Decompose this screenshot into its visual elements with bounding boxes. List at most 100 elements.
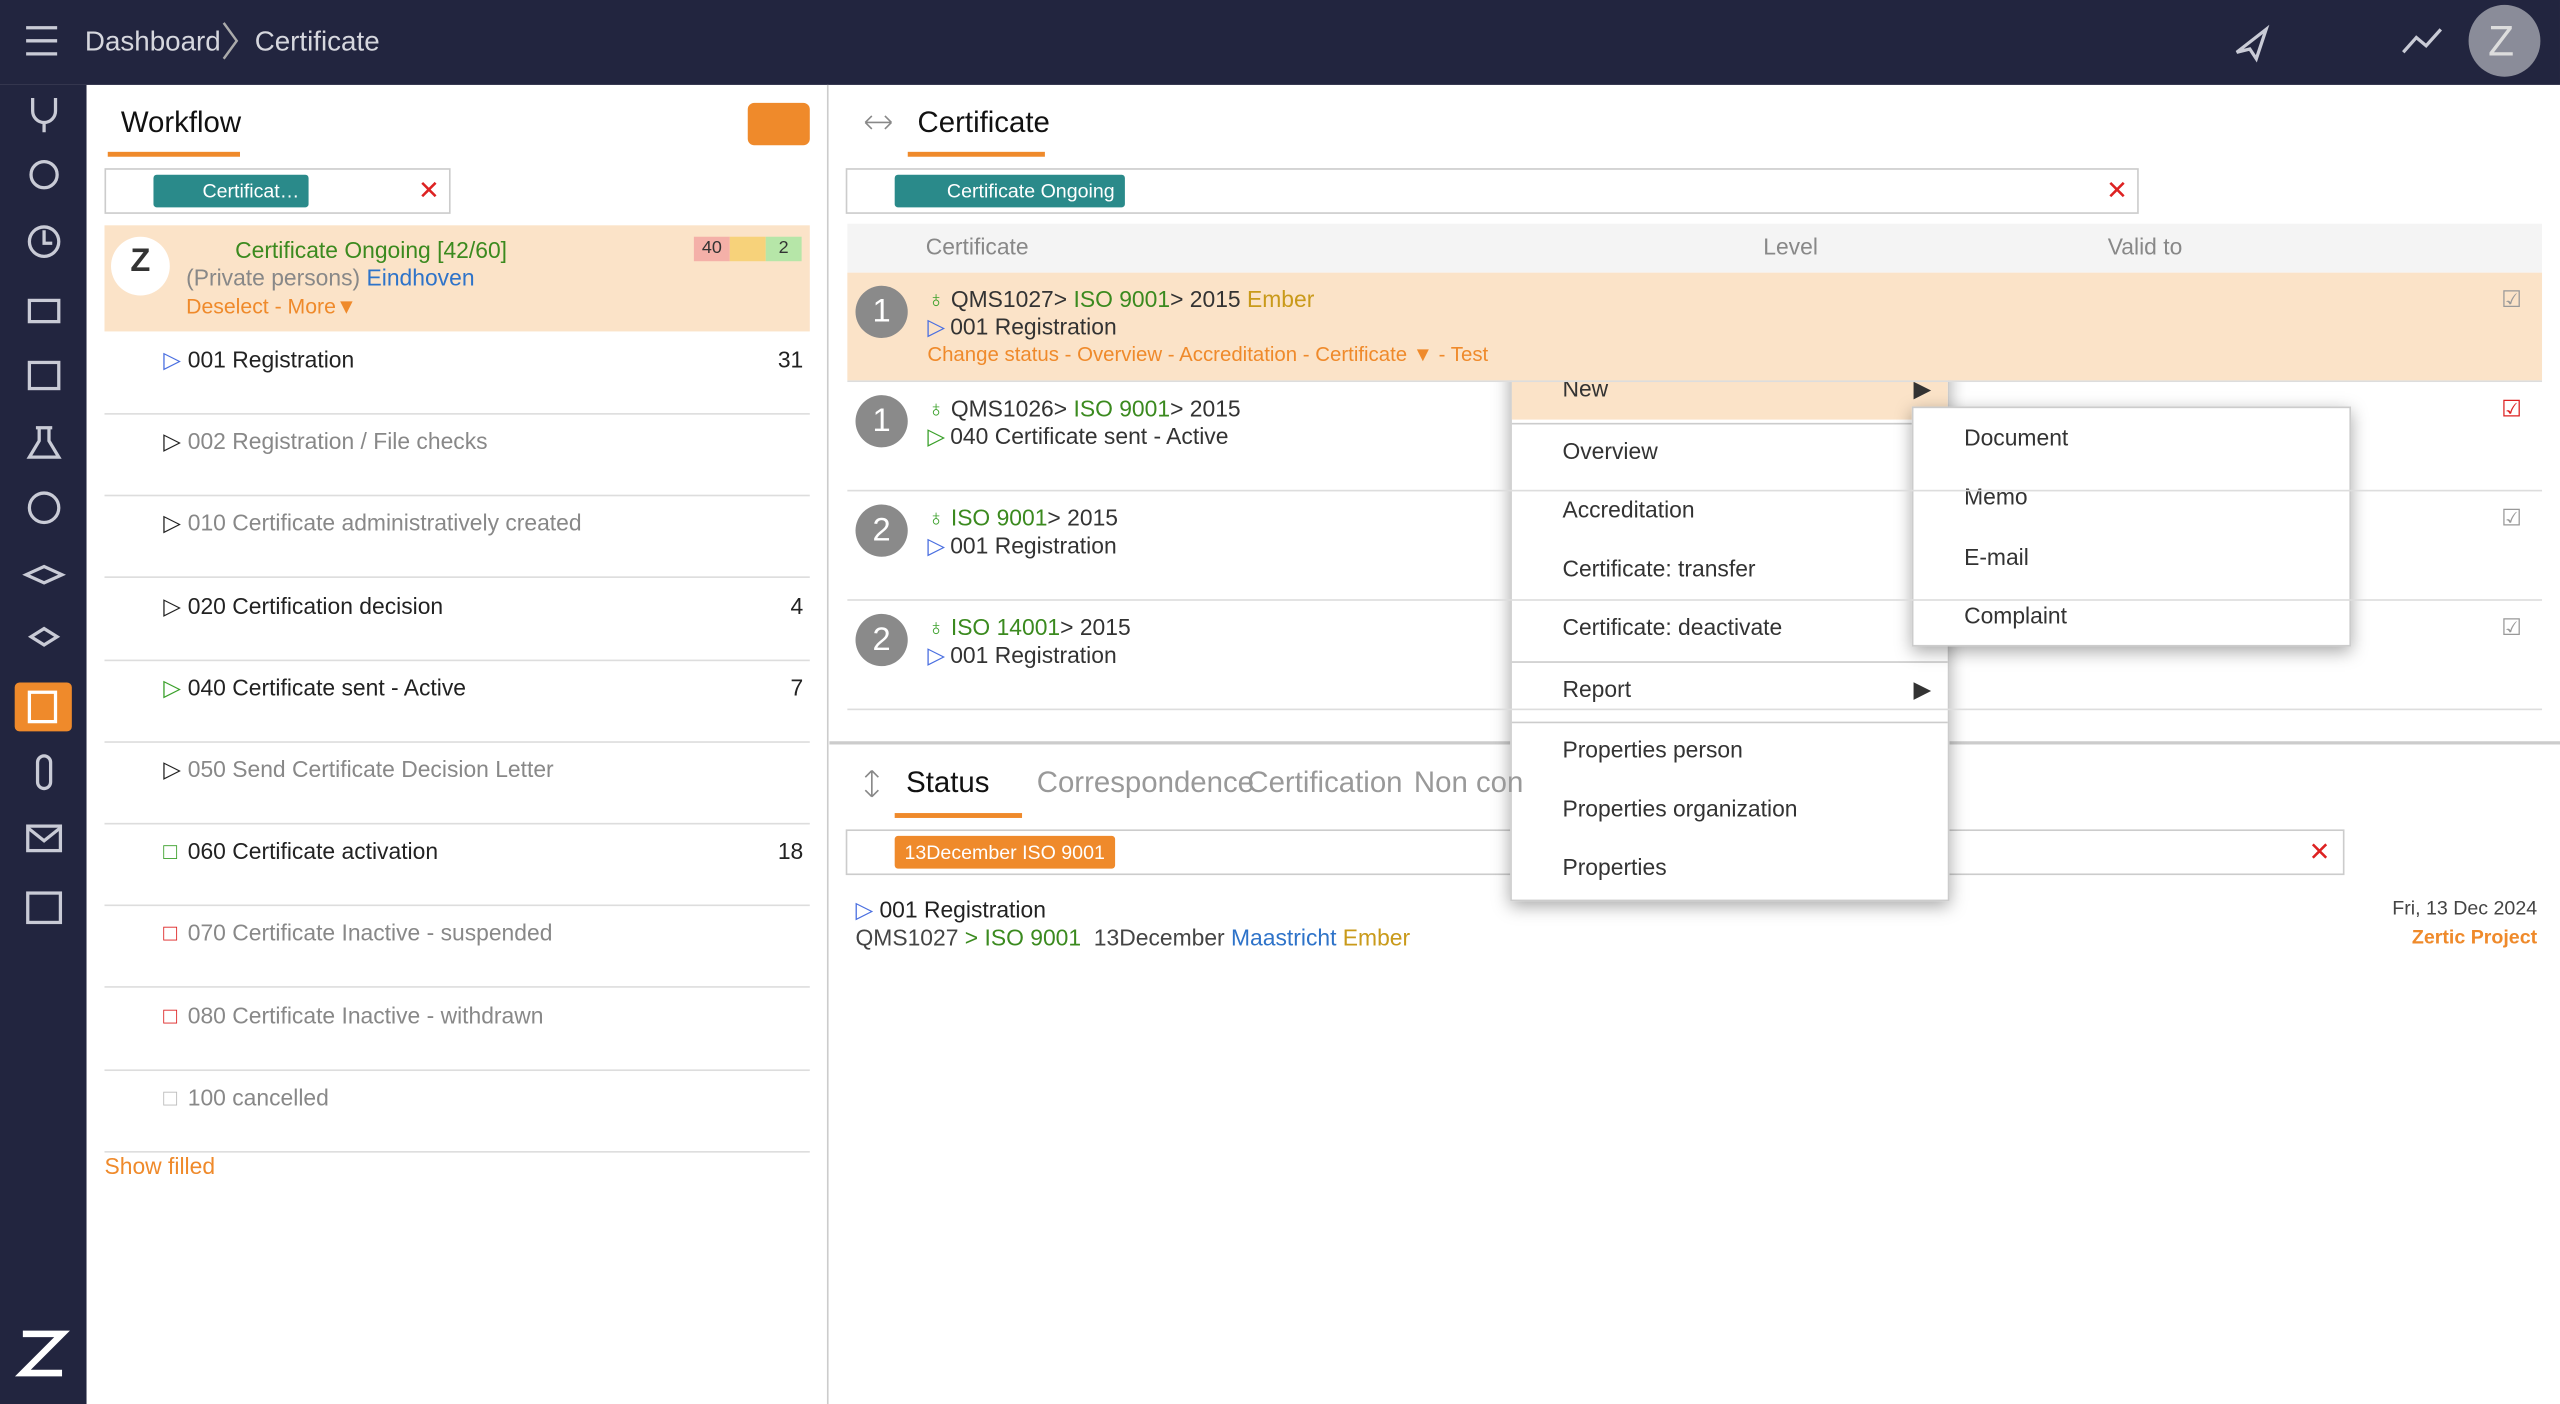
separator xyxy=(104,1150,810,1153)
avatar-letter: Z xyxy=(2488,16,2515,66)
clear-filter[interactable]: ✕ xyxy=(2106,177,2129,206)
row-title[interactable]: ♁ ISO 9001> 2015 xyxy=(927,504,1119,531)
tab-underline xyxy=(907,151,1045,157)
org-name[interactable]: Certificate Ongoing [42/60] xyxy=(235,237,507,263)
row-title[interactable]: ♁ ISO 14001> 2015 xyxy=(927,613,1131,640)
row-step: 001 Registration xyxy=(950,313,1117,340)
step-count: 4 xyxy=(790,591,804,619)
menu-item[interactable]: Certificate: deactivate xyxy=(1562,613,1783,640)
separator xyxy=(104,658,810,661)
breadcrumb[interactable]: Certificate xyxy=(254,26,380,58)
submenu-item[interactable]: Memo xyxy=(1964,483,2028,510)
step-label[interactable]: 050 Send Certificate Decision Letter xyxy=(187,755,554,783)
separator xyxy=(104,413,810,415)
tab[interactable]: Non con xyxy=(1413,765,1524,799)
row-highlight xyxy=(847,272,2543,381)
menu-divider xyxy=(1511,661,1948,663)
filter-chip[interactable]: Certificate Ongoing xyxy=(894,174,1125,208)
row-step: 001 Registration xyxy=(950,532,1117,559)
row-check: ☑ xyxy=(2501,613,2522,640)
filter-chip[interactable]: Certificat… xyxy=(153,174,310,208)
org-logo: Z xyxy=(111,236,170,296)
submenu-arrow: ▶ xyxy=(1913,675,1932,703)
active-nav[interactable] xyxy=(14,682,72,732)
entry-date: Fri, 13 Dec 2024 xyxy=(2392,896,2538,920)
step-label[interactable]: 040 Certificate sent - Active xyxy=(187,673,466,701)
menu-item[interactable]: Properties organization xyxy=(1562,795,1798,822)
row-step: 040 Certificate sent - Active xyxy=(950,422,1229,449)
menu-item[interactable]: Properties xyxy=(1562,853,1667,880)
separator xyxy=(104,822,810,825)
row-code: QMS1026 xyxy=(950,395,1054,422)
entry-city[interactable]: Maastricht xyxy=(1231,924,1337,951)
column-header: Level xyxy=(1763,233,1818,260)
tab[interactable]: Correspondence xyxy=(1036,765,1255,799)
row-actions[interactable]: Change status - Overview - Accreditation… xyxy=(927,342,1489,366)
tab[interactable]: Status xyxy=(906,765,990,799)
tab[interactable]: Certification xyxy=(1247,765,1403,799)
separator xyxy=(104,904,810,907)
step-marker: □ xyxy=(163,1001,178,1028)
menu-item[interactable]: Report xyxy=(1562,675,1632,703)
entry-standard: ISO 9001 xyxy=(984,924,1082,951)
row-year: 2015 xyxy=(1189,285,1241,312)
tab-underline xyxy=(894,813,1023,818)
step-label[interactable]: 060 Certificate activation xyxy=(187,837,439,864)
menu-item[interactable]: Properties person xyxy=(1562,736,1743,763)
step-label[interactable]: 020 Certification decision xyxy=(187,591,444,619)
breadcrumb[interactable]: Dashboard xyxy=(84,26,221,58)
menu-icon[interactable] xyxy=(26,26,58,56)
entry-project[interactable]: Zertic Project xyxy=(2411,925,2538,949)
separator xyxy=(104,986,810,989)
badge: 40 xyxy=(693,236,730,262)
entry-step[interactable]: 001 Registration xyxy=(879,896,1046,923)
row-title[interactable]: ♁ QMS1027> ISO 9001> 2015 Ember xyxy=(927,285,1315,312)
step-label[interactable]: 001 Registration xyxy=(187,346,355,373)
step-count: 31 xyxy=(777,346,804,373)
show-filled[interactable]: Show filled xyxy=(104,1152,216,1179)
person-button[interactable] xyxy=(747,102,810,146)
submenu-item[interactable]: Complaint xyxy=(1964,602,2067,629)
org-actions[interactable]: Deselect - More▼ xyxy=(186,293,357,319)
row-check: ☑ xyxy=(2501,395,2522,422)
step-marker: ▷ xyxy=(163,428,181,455)
org-city[interactable]: Eindhoven xyxy=(366,264,475,291)
row-code: QMS1027 xyxy=(950,285,1054,312)
row-title[interactable]: ♁ QMS1026> ISO 9001> 2015 xyxy=(927,395,1241,422)
menu-item[interactable]: Certificate: transfer xyxy=(1562,555,1756,582)
clear-filter[interactable]: ✕ xyxy=(2308,839,2331,867)
submenu-item[interactable]: Document xyxy=(1964,424,2069,451)
menu-item[interactable]: Overview xyxy=(1562,437,1658,464)
submenu-item[interactable]: E-mail xyxy=(1964,543,2029,570)
clear-filter[interactable]: ✕ xyxy=(417,177,440,206)
step-marker: ▷ xyxy=(163,346,181,373)
row-number: 2 xyxy=(855,504,908,557)
row-standard: ISO 9001 xyxy=(950,504,1048,531)
separator xyxy=(104,494,810,497)
entry-level: 13December xyxy=(1093,924,1225,951)
filter-chip[interactable]: 13December ISO 9001 xyxy=(894,835,1115,869)
row-year: 2015 xyxy=(1067,504,1119,531)
top-icons[interactable] xyxy=(2235,24,2443,63)
step-count: 18 xyxy=(777,837,804,864)
search-box[interactable] xyxy=(104,168,451,214)
separator xyxy=(104,1068,810,1071)
menu-item[interactable]: Accreditation xyxy=(1562,496,1695,523)
step-count: 7 xyxy=(790,673,804,701)
row-step: 001 Registration xyxy=(950,641,1117,668)
row-number: 2 xyxy=(855,613,908,667)
step-label[interactable]: 080 Certificate Inactive - withdrawn xyxy=(187,1001,544,1028)
row-standard: ISO 9001 xyxy=(1073,395,1171,422)
step-marker: ▷ xyxy=(163,755,181,783)
step-label[interactable]: 002 Registration / File checks xyxy=(187,428,488,455)
search-box[interactable] xyxy=(845,168,2139,214)
menu-divider xyxy=(1511,721,1948,724)
org-group: (Private persons) xyxy=(186,264,361,291)
avatar[interactable] xyxy=(2468,4,2541,77)
step-label[interactable]: 100 cancelled xyxy=(187,1083,329,1110)
separator xyxy=(847,599,2543,601)
step-label[interactable]: 010 Certificate administratively created xyxy=(187,510,582,537)
step-label[interactable]: 070 Certificate Inactive - suspended xyxy=(187,919,553,946)
